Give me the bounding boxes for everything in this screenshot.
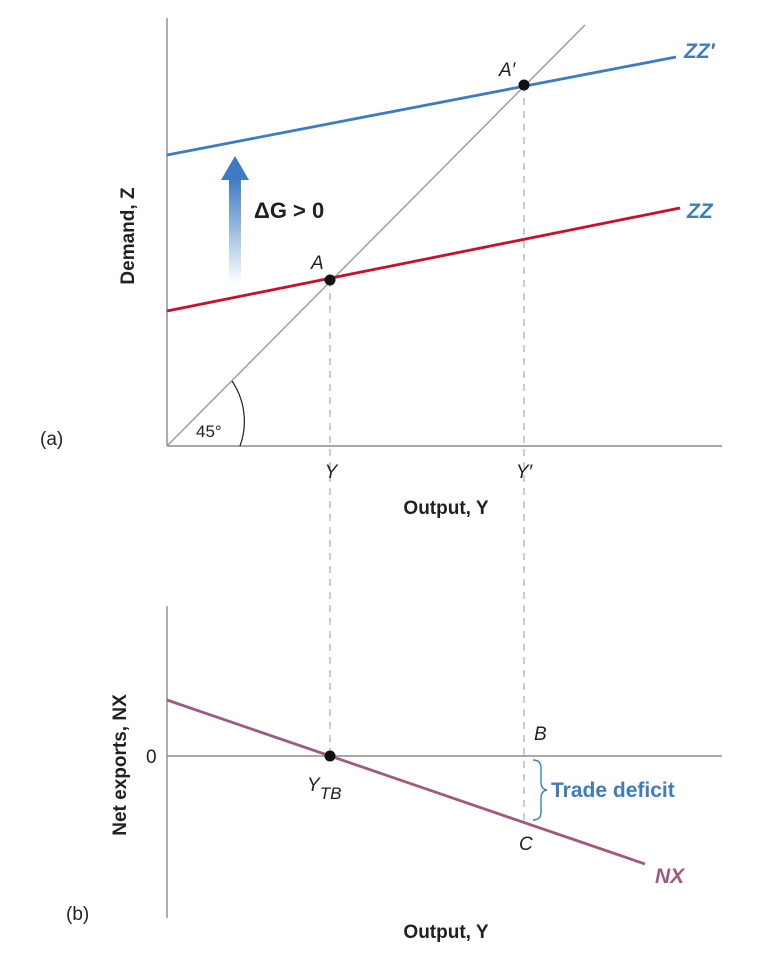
zz-line xyxy=(166,206,681,313)
shift-label: ΔG > 0 xyxy=(254,198,324,223)
shift-arrow-head xyxy=(221,156,249,180)
panel-a: (a) Demand, Z Output, Y 45° ΔG > 0 ZZ ZZ… xyxy=(40,18,722,820)
tick-y-label: Y xyxy=(325,462,339,483)
point-c-label: C xyxy=(519,834,533,855)
zz-prime-line xyxy=(166,55,677,157)
zz-label: ZZ xyxy=(686,200,714,223)
shift-arrow-shaft xyxy=(229,178,241,284)
panel-b-y-axis-label: Net exports, NX xyxy=(110,694,131,836)
panel-a-tag: (a) xyxy=(40,429,63,450)
point-ytb-main: Y xyxy=(307,775,321,796)
zero-label: 0 xyxy=(146,747,157,768)
panel-b-x-axis-label: Output, Y xyxy=(403,922,488,943)
trade-deficit-label: Trade deficit xyxy=(551,779,675,802)
tick-y-prime-label: Y′ xyxy=(516,462,534,483)
panel-b: (b) Net exports, NX Output, Y 0 NX YTB B… xyxy=(66,606,722,943)
point-b-label: B xyxy=(534,724,547,745)
panel-a-y-axis-label: Demand, Z xyxy=(118,187,139,285)
point-a-prime-marker xyxy=(518,79,530,91)
point-a-label: A xyxy=(310,253,324,274)
angle-label: 45° xyxy=(196,422,222,441)
zz-prime-label: ZZ′ xyxy=(683,40,716,63)
point-a-marker xyxy=(324,274,336,286)
point-ytb-subscript: TB xyxy=(320,784,342,803)
forty-five-degree-line xyxy=(166,24,586,447)
point-ytb-label: YTB xyxy=(307,775,341,803)
angle-arc xyxy=(231,380,245,447)
panel-b-tag: (b) xyxy=(66,904,89,925)
point-ytb-marker xyxy=(324,750,336,762)
nx-line xyxy=(166,698,646,866)
panel-a-x-axis-label: Output, Y xyxy=(403,498,488,519)
trade-deficit-brace xyxy=(532,759,548,821)
nx-label: NX xyxy=(655,865,686,888)
point-a-prime-label: A′ xyxy=(498,60,517,81)
